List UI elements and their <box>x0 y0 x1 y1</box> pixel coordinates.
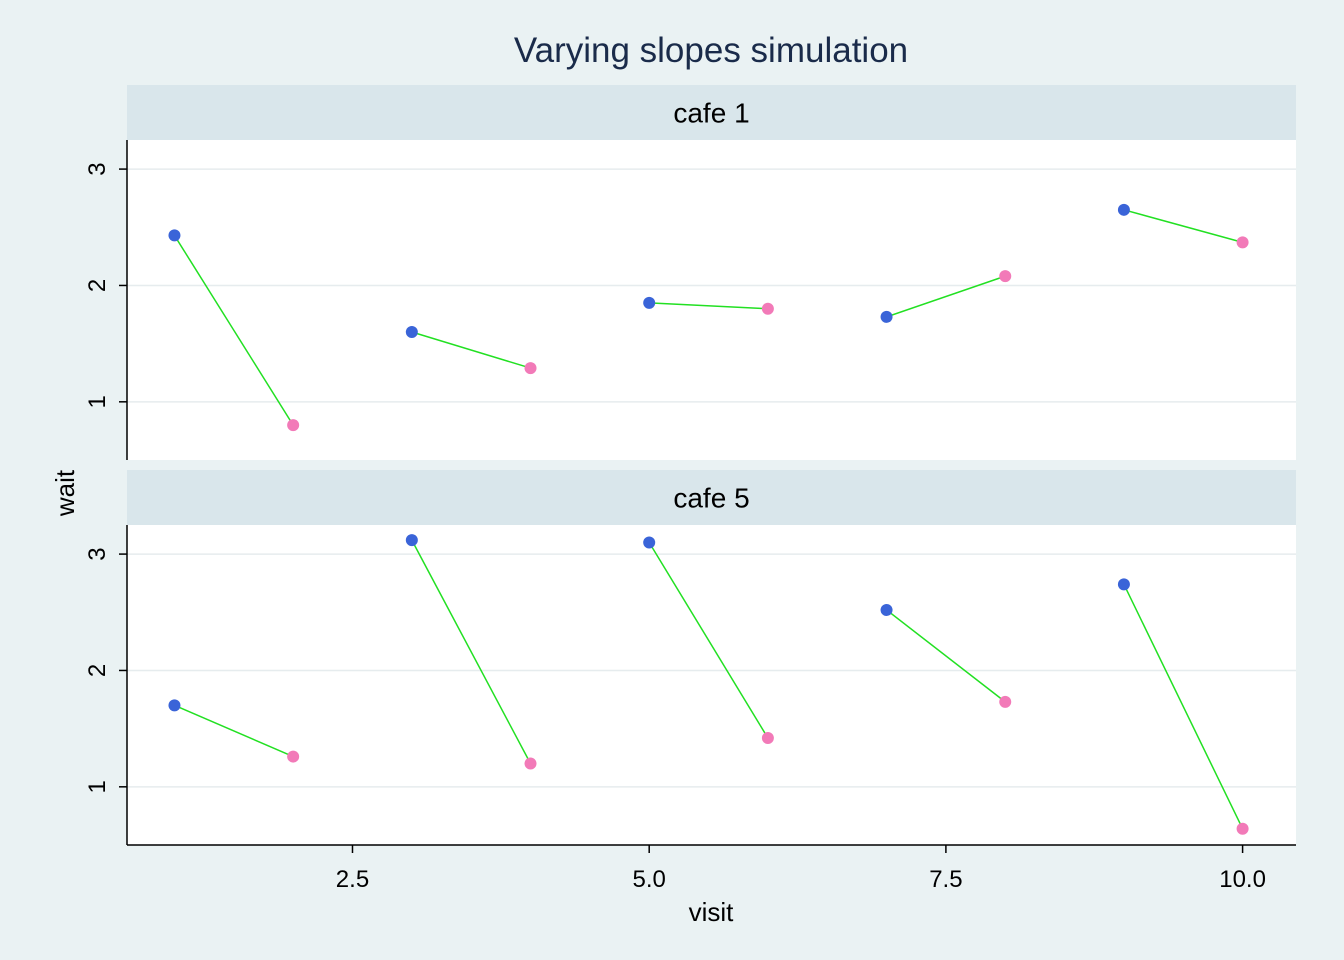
y-tick-label: 2 <box>84 664 111 677</box>
data-point <box>168 229 181 242</box>
x-axis-label: visit <box>689 897 735 927</box>
data-point <box>880 603 893 616</box>
y-axis-label: wait <box>50 469 80 517</box>
data-point <box>524 757 537 770</box>
y-tick-label: 3 <box>84 547 111 560</box>
panel-strip-label: cafe 5 <box>673 483 749 514</box>
y-tick-label: 1 <box>84 395 111 408</box>
data-point <box>999 270 1012 283</box>
panel-background <box>127 140 1296 460</box>
data-point <box>880 310 893 323</box>
x-tick-label: 2.5 <box>336 866 369 893</box>
segment-line <box>1123 584 1244 830</box>
data-point <box>287 750 300 763</box>
panel-strip <box>127 85 1296 140</box>
segment-line <box>174 704 294 758</box>
segment-line <box>649 302 768 310</box>
data-point <box>1236 236 1249 249</box>
segment-line <box>411 331 531 369</box>
data-point <box>999 695 1012 708</box>
chart-title: Varying slopes simulation <box>514 31 908 70</box>
panels: cafe 1 1 2 3 cafe 5 1 2 3 <box>84 85 1296 845</box>
data-point <box>643 296 656 309</box>
panel-2: cafe 5 1 2 3 <box>84 470 1296 845</box>
data-point <box>524 362 537 375</box>
segment-line <box>173 235 294 426</box>
data-point <box>1236 822 1249 835</box>
data-point <box>1117 578 1130 591</box>
data-point <box>405 534 418 547</box>
x-tick-label: 10.0 <box>1219 866 1266 893</box>
panel-1: cafe 1 1 2 3 <box>84 85 1296 460</box>
x-tick-label: 5.0 <box>633 866 666 893</box>
y-tick-label: 3 <box>84 162 111 175</box>
data-point <box>405 326 418 338</box>
panel-strip-label: cafe 1 <box>673 98 749 129</box>
segment-line <box>1123 209 1243 244</box>
data-point <box>761 302 774 315</box>
segment-line <box>886 275 1006 318</box>
y-tick-label: 1 <box>84 780 111 793</box>
panel-strip <box>127 470 1296 525</box>
data-point <box>761 731 774 744</box>
segment-line <box>648 542 769 739</box>
data-point <box>1117 203 1130 216</box>
x-axis: 2.5 5.0 7.5 10.0 <box>127 844 1296 893</box>
panel-background <box>127 525 1296 845</box>
data-point <box>643 536 656 549</box>
data-point <box>287 419 300 432</box>
x-tick-label: 7.5 <box>929 866 962 893</box>
data-point <box>168 699 181 712</box>
segment-line <box>886 609 1006 703</box>
y-tick-label: 2 <box>84 279 111 292</box>
segment-line <box>411 539 532 764</box>
